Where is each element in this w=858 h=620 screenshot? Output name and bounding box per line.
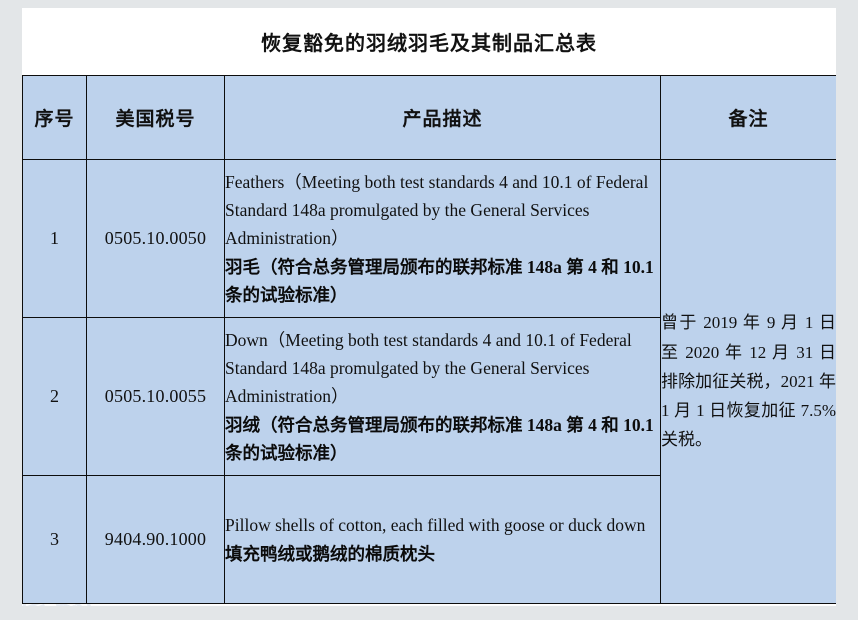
description-chinese: 羽绒（符合总务管理局颁布的联邦标准 148a 第 4 和 10.1 条的试验标准… — [225, 414, 654, 464]
description-english: Pillow shells of cotton, each filled wit… — [225, 515, 646, 536]
cell-seq: 2 — [22, 317, 87, 476]
cell-seq: 1 — [22, 159, 87, 318]
summary-table: 序号 美国税号 产品描述 备注 1 0505.10.0050 Feathers（… — [22, 75, 836, 604]
column-header-code: 美国税号 — [86, 75, 225, 160]
table-body: 1 0505.10.0050 Feathers（Meeting both tes… — [22, 159, 837, 604]
cell-seq: 3 — [22, 475, 87, 604]
note-text: 曾于 2019 年 9 月 1 日至 2020 年 12 月 31 日排除加征关… — [661, 313, 836, 450]
table-row: 1 0505.10.0050 Feathers（Meeting both tes… — [22, 159, 836, 604]
cell-description: Pillow shells of cotton, each filled wit… — [224, 475, 661, 604]
table-row: 3 9404.90.1000 Pillow shells of cotton, … — [22, 475, 837, 604]
table-container: 序号 美国税号 产品描述 备注 1 0505.10.0050 Feathers（… — [22, 75, 836, 604]
title-band: 恢复豁免的羽绒羽毛及其制品汇总表 — [22, 8, 836, 75]
cell-tariff-code: 0505.10.0055 — [86, 317, 225, 476]
description-english: Down（Meeting both test standards 4 and 1… — [225, 329, 632, 407]
table-row: 2 0505.10.0055 Down（Meeting both test st… — [22, 317, 837, 476]
column-header-note: 备注 — [660, 75, 836, 160]
description-chinese: 填充鸭绒或鹅绒的棉质枕头 — [225, 543, 435, 564]
document-page: 中国纺织信息网中国纺织信息网中国纺织信息网中国纺织信息网中国纺织信息网www.c… — [22, 8, 836, 606]
column-header-seq: 序号 — [22, 75, 87, 160]
cell-tariff-code: 0505.10.0050 — [86, 159, 225, 318]
header-row: 序号 美国税号 产品描述 备注 — [22, 75, 836, 160]
column-header-description: 产品描述 — [224, 75, 661, 160]
description-chinese: 羽毛（符合总务管理局颁布的联邦标准 148a 第 4 和 10.1 条的试验标准… — [225, 256, 654, 306]
cell-description: Down（Meeting both test standards 4 and 1… — [224, 317, 661, 476]
cell-tariff-code: 9404.90.1000 — [86, 475, 225, 604]
page-title: 恢复豁免的羽绒羽毛及其制品汇总表 — [261, 33, 597, 55]
cell-note-merged: 曾于 2019 年 9 月 1 日至 2020 年 12 月 31 日排除加征关… — [660, 159, 836, 604]
cell-description: Feathers（Meeting both test standards 4 a… — [224, 159, 661, 318]
table-header: 序号 美国税号 产品描述 备注 — [22, 75, 836, 160]
description-english: Feathers（Meeting both test standards 4 a… — [225, 171, 649, 249]
